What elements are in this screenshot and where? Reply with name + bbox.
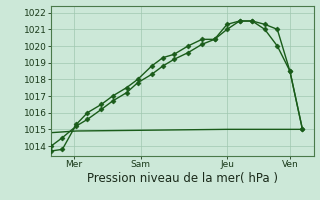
X-axis label: Pression niveau de la mer( hPa ): Pression niveau de la mer( hPa ) <box>87 172 278 185</box>
